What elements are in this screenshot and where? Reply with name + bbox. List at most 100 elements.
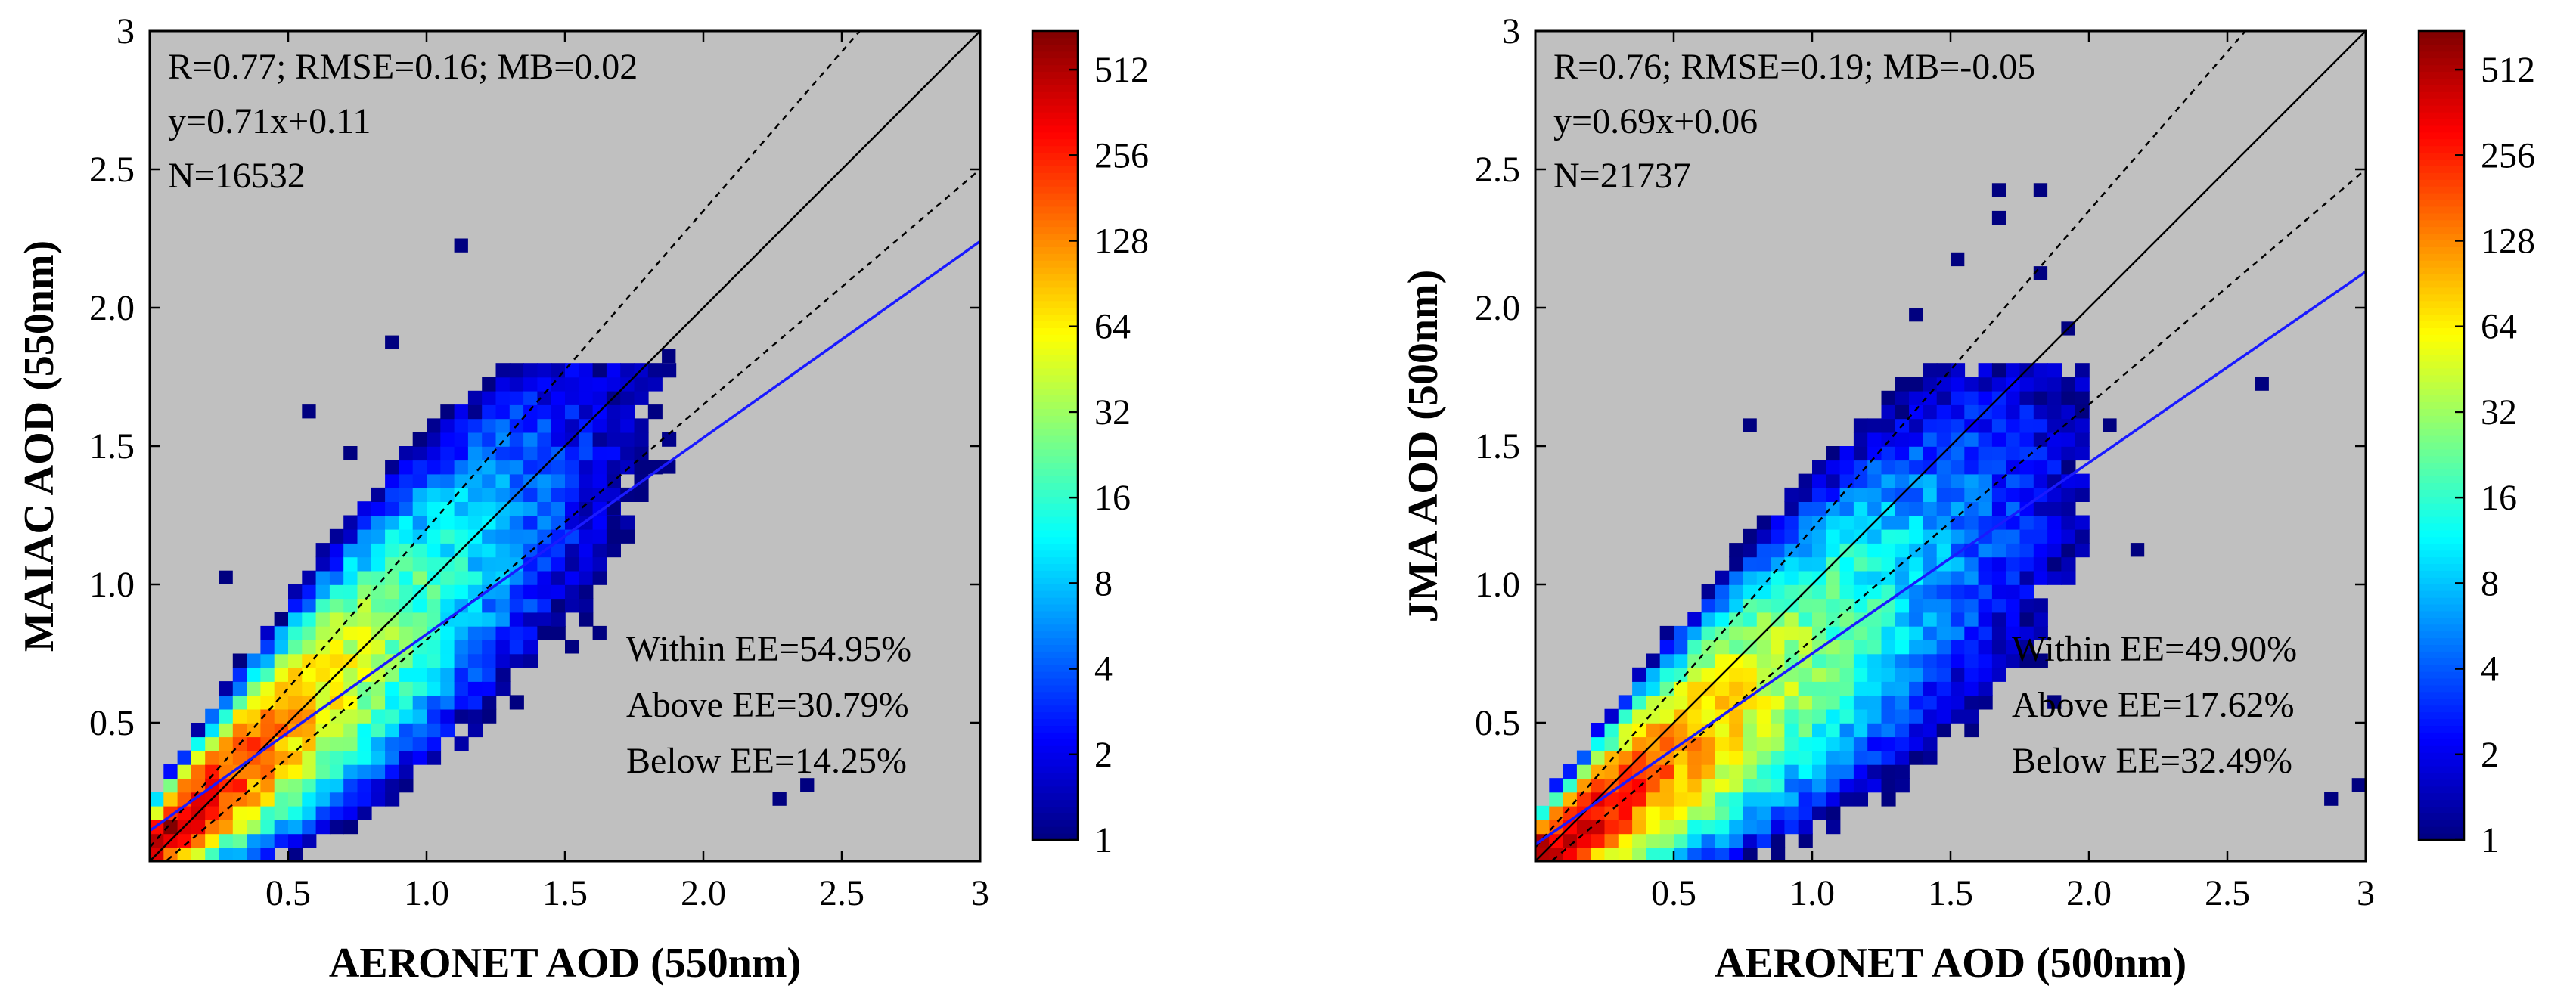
density-cell [1729, 833, 1744, 848]
density-cell [1743, 653, 1758, 668]
density-cell [412, 515, 427, 530]
density-cell [579, 473, 594, 488]
colorbar-segment [1032, 314, 1078, 322]
density-cell [288, 667, 303, 682]
density-cell [1951, 556, 1966, 572]
density-cell [647, 363, 663, 378]
density-cell [2061, 404, 2076, 420]
density-cell [467, 625, 483, 640]
density-cell [606, 528, 621, 544]
density-cell [427, 418, 442, 433]
density-cell [565, 460, 580, 475]
density-cell [1812, 653, 1827, 668]
density-cell [1576, 820, 1591, 835]
density-cell [2047, 432, 2062, 447]
density-cell [1895, 667, 1910, 682]
density-cell [1909, 404, 1924, 420]
ee-above: Above EE=30.79% [626, 685, 909, 725]
density-cell [288, 695, 303, 710]
density-cell [1853, 723, 1868, 738]
density-cell [454, 653, 469, 668]
density-cell [1604, 847, 1619, 861]
density-cell [302, 736, 317, 751]
density-cell [467, 418, 483, 433]
density-cell [1701, 750, 1716, 765]
colorbar-segment [2419, 233, 2464, 241]
density-cell [329, 736, 344, 751]
colorbar-segment [1032, 563, 1078, 571]
density-cell [1881, 446, 1896, 461]
density-cell [1812, 681, 1827, 696]
density-cell [1881, 584, 1896, 600]
density-cell [1674, 653, 1689, 668]
density-cell [2061, 528, 2076, 544]
density-cell [1936, 708, 1951, 724]
density-cell [495, 598, 511, 613]
colorbar-label: 1 [2481, 820, 2499, 860]
density-cell [1964, 570, 1979, 585]
density-cell [1936, 681, 1951, 696]
colorbar-segment [2419, 476, 2464, 484]
colorbar-segment [2419, 253, 2464, 261]
density-cell [1784, 792, 1799, 807]
density-cell [1936, 598, 1951, 613]
density-cell-outlier [1991, 183, 2006, 197]
density-cell [523, 515, 538, 530]
density-cell [1743, 584, 1758, 600]
density-cell [357, 543, 372, 558]
density-cell [2047, 418, 2062, 433]
density-cell [1646, 792, 1661, 807]
density-cell [482, 487, 497, 502]
density-cell [1923, 404, 1938, 420]
density-cell [1674, 750, 1689, 765]
density-cell [329, 805, 344, 820]
density-cell [1839, 446, 1854, 461]
density-cell [315, 598, 331, 613]
density-cell [1991, 487, 2006, 502]
colorbar-segment [1032, 159, 1078, 166]
density-cell [329, 681, 344, 696]
colorbar-label: 128 [2481, 222, 2535, 262]
density-cell [385, 543, 400, 558]
density-cell [1701, 625, 1716, 640]
density-cell [620, 515, 635, 530]
density-cell [1674, 667, 1689, 682]
density-cell [1923, 473, 1938, 488]
y-tick-label: 0.5 [89, 703, 135, 743]
density-cell [482, 612, 497, 627]
density-cell [399, 528, 414, 544]
density-cell [1839, 723, 1854, 738]
density-cell [1991, 543, 2006, 558]
density-cell [579, 432, 594, 447]
density-cell [315, 736, 331, 751]
density-cell [482, 376, 497, 392]
density-cell [2033, 376, 2048, 392]
density-cell [523, 556, 538, 572]
density-cell [371, 612, 386, 627]
density-cell [440, 543, 455, 558]
density-cell [495, 653, 511, 668]
density-cell [1951, 404, 1966, 420]
colorbar-segment [2419, 152, 2464, 160]
density-cell [495, 460, 511, 475]
density-cell [247, 708, 262, 724]
stat-line-r: R=0.77; RMSE=0.16; MB=0.02 [168, 47, 638, 87]
x-tick-label: 0.5 [265, 873, 311, 913]
density-cell [1756, 598, 1771, 613]
colorbar-segment [1032, 51, 1078, 59]
density-cell [329, 792, 344, 807]
density-cell [2061, 570, 2076, 585]
colorbar-segment [1032, 732, 1078, 739]
density-cell [523, 460, 538, 475]
density-cell [1826, 736, 1841, 751]
density-cell [1784, 556, 1799, 572]
density-cell [1853, 487, 1868, 502]
density-cell [385, 515, 400, 530]
density-cell [1881, 487, 1896, 502]
density-cell [1591, 764, 1606, 779]
density-cell [634, 487, 649, 502]
density-cell [1936, 625, 1951, 640]
density-cell [1909, 653, 1924, 668]
density-cell [1839, 584, 1854, 600]
density-cell [357, 778, 372, 793]
